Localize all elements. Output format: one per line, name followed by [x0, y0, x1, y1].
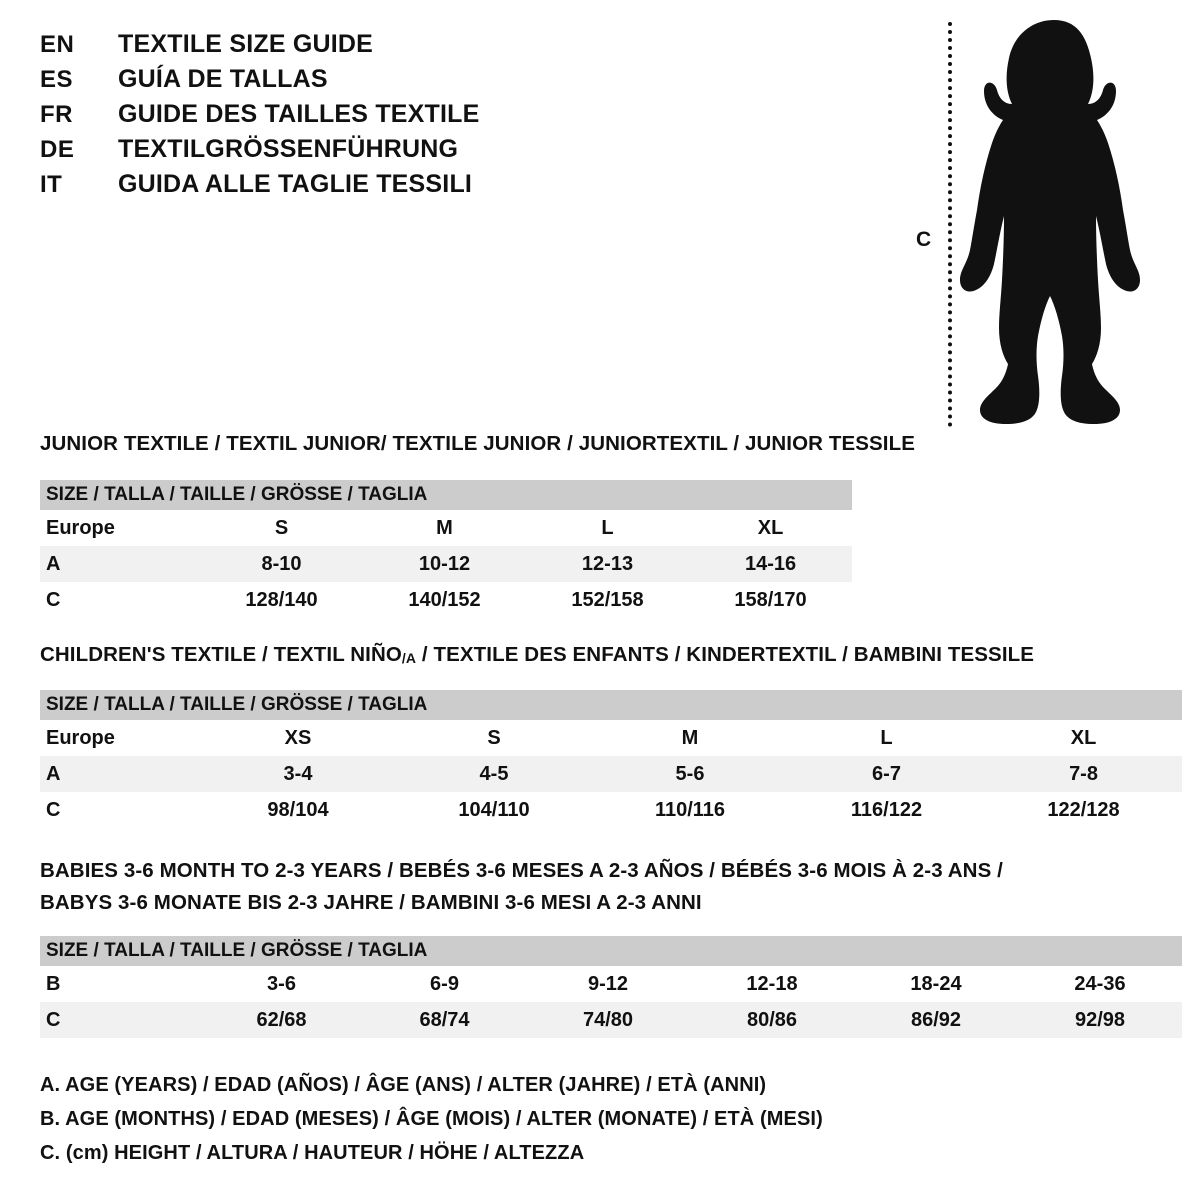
section-title-junior: JUNIOR TEXTILE / TEXTIL JUNIOR/ TEXTILE …	[40, 432, 915, 455]
children-row-a-value-0: 3-4	[200, 756, 396, 792]
children-table-band-label: SIZE / TALLA / TAILLE / GRÖSSE / TAGLIA	[40, 690, 1183, 720]
table-row: B 3-6 6-9 9-12 12-18 18-24 24-36	[40, 966, 1182, 1002]
junior-row-c-value-1: 140/152	[363, 582, 526, 618]
table-row: A 8-10 10-12 12-13 14-16	[40, 546, 853, 582]
junior-row-europe-label: Europe	[40, 510, 200, 546]
children-row-c-value-2: 110/116	[592, 792, 788, 828]
language-text-fr: GUIDE DES TAILLES TEXTILE	[118, 100, 480, 128]
babies-table-band-row: SIZE / TALLA / TAILLE / GRÖSSE / TAGLIA	[40, 936, 1182, 966]
babies-size-table: SIZE / TALLA / TAILLE / GRÖSSE / TAGLIA …	[40, 936, 1182, 1038]
language-code-it: IT	[40, 171, 63, 198]
children-row-europe-value-0: XS	[200, 720, 396, 756]
language-text-it: GUIDA ALLE TAGLIE TESSILI	[118, 170, 473, 198]
junior-table-band-row: SIZE / TALLA / TAILLE / GRÖSSE / TAGLIA	[40, 480, 853, 510]
children-row-europe-value-4: XL	[985, 720, 1183, 756]
language-row-es: ES GUÍA DE TALLAS	[40, 65, 660, 100]
legend-block: A. AGE (YEARS) / EDAD (AÑOS) / ÂGE (ANS)…	[40, 1068, 940, 1170]
language-row-en: EN TEXTILE SIZE GUIDE	[40, 30, 660, 65]
children-row-a-label: A	[40, 756, 200, 792]
table-row: A 3-4 4-5 5-6 6-7 7-8	[40, 756, 1183, 792]
table-row: Europe S M L XL	[40, 510, 853, 546]
babies-row-b-value-2: 9-12	[526, 966, 690, 1002]
junior-row-c-value-2: 152/158	[526, 582, 689, 618]
junior-row-europe-value-0: S	[200, 510, 363, 546]
language-code-de: DE	[40, 136, 75, 163]
children-row-a-value-4: 7-8	[985, 756, 1183, 792]
babies-row-c-value-2: 74/80	[526, 1002, 690, 1038]
junior-row-europe-value-1: M	[363, 510, 526, 546]
language-header: EN TEXTILE SIZE GUIDE ES GUÍA DE TALLAS …	[40, 30, 660, 205]
babies-table-band-label: SIZE / TALLA / TAILLE / GRÖSSE / TAGLIA	[40, 936, 1182, 966]
table-row: C 62/68 68/74 74/80 80/86 86/92 92/98	[40, 1002, 1182, 1038]
language-code-fr: FR	[40, 101, 73, 128]
section-title-children: CHILDREN'S TEXTILE / TEXTIL NIÑO/A / TEX…	[40, 643, 1034, 667]
table-row: Europe XS S M L XL	[40, 720, 1183, 756]
section-title-babies-line2: BABYS 3-6 MONATE BIS 2-3 JAHRE / BAMBINI…	[40, 891, 702, 914]
section-title-children-sub: /A	[401, 650, 417, 666]
children-row-c-label: C	[40, 792, 200, 828]
language-text-de: TEXTILGRÖSSENFÜHRUNG	[118, 135, 459, 163]
section-title-children-before: CHILDREN'S TEXTILE / TEXTIL NIÑO	[40, 643, 402, 666]
language-text-es: GUÍA DE TALLAS	[118, 65, 328, 93]
junior-size-table: SIZE / TALLA / TAILLE / GRÖSSE / TAGLIA …	[40, 480, 853, 618]
babies-row-c-value-0: 62/68	[200, 1002, 363, 1038]
toddler-silhouette-icon	[960, 20, 1140, 424]
babies-row-c-value-5: 92/98	[1018, 1002, 1182, 1038]
children-row-europe-value-3: L	[788, 720, 985, 756]
children-row-europe-label: Europe	[40, 720, 200, 756]
children-row-c-value-1: 104/110	[396, 792, 592, 828]
junior-row-a-value-2: 12-13	[526, 546, 689, 582]
babies-row-b-value-1: 6-9	[363, 966, 526, 1002]
babies-row-c-value-4: 86/92	[854, 1002, 1018, 1038]
children-row-c-value-0: 98/104	[200, 792, 396, 828]
junior-row-europe-value-3: XL	[689, 510, 853, 546]
babies-row-c-value-1: 68/74	[363, 1002, 526, 1038]
children-row-a-value-3: 6-7	[788, 756, 985, 792]
junior-row-a-value-1: 10-12	[363, 546, 526, 582]
babies-row-b-value-3: 12-18	[690, 966, 854, 1002]
children-row-a-value-2: 5-6	[592, 756, 788, 792]
language-text-en: TEXTILE SIZE GUIDE	[118, 30, 374, 58]
height-dotted-line	[948, 22, 952, 427]
language-row-de: DE TEXTILGRÖSSENFÜHRUNG	[40, 135, 660, 170]
junior-row-c-value-3: 158/170	[689, 582, 853, 618]
junior-row-a-value-0: 8-10	[200, 546, 363, 582]
babies-row-c-value-3: 80/86	[690, 1002, 854, 1038]
measure-label-c: C	[916, 228, 932, 251]
babies-row-b-value-0: 3-6	[200, 966, 363, 1002]
language-code-en: EN	[40, 31, 75, 58]
babies-row-c-label: C	[40, 1002, 200, 1038]
section-title-children-after: / TEXTILE DES ENFANTS / KINDERTEXTIL / B…	[416, 643, 1035, 666]
legend-line-b: B. AGE (MONTHS) / EDAD (MESES) / ÂGE (MO…	[40, 1108, 823, 1130]
junior-row-c-label: C	[40, 582, 200, 618]
children-row-c-value-4: 122/128	[985, 792, 1183, 828]
language-row-it: IT GUIDA ALLE TAGLIE TESSILI	[40, 170, 660, 205]
children-row-c-value-3: 116/122	[788, 792, 985, 828]
language-row-fr: FR GUIDE DES TAILLES TEXTILE	[40, 100, 660, 135]
junior-table-band-label: SIZE / TALLA / TAILLE / GRÖSSE / TAGLIA	[40, 480, 853, 510]
babies-row-b-value-4: 18-24	[854, 966, 1018, 1002]
legend-line-c: C. (cm) HEIGHT / ALTURA / HAUTEUR / HÖHE…	[40, 1142, 585, 1164]
junior-row-a-label: A	[40, 546, 200, 582]
junior-row-europe-value-2: L	[526, 510, 689, 546]
babies-row-b-label: B	[40, 966, 200, 1002]
children-size-table: SIZE / TALLA / TAILLE / GRÖSSE / TAGLIA …	[40, 690, 1183, 828]
section-title-babies-line1: BABIES 3-6 MONTH TO 2-3 YEARS / BEBÉS 3-…	[40, 859, 1003, 882]
height-measure-figure: C	[900, 10, 1160, 440]
language-code-es: ES	[40, 66, 74, 93]
table-row: C 128/140 140/152 152/158 158/170	[40, 582, 853, 618]
legend-line-a: A. AGE (YEARS) / EDAD (AÑOS) / ÂGE (ANS)…	[40, 1074, 767, 1096]
table-row: C 98/104 104/110 110/116 116/122 122/128	[40, 792, 1183, 828]
junior-row-a-value-3: 14-16	[689, 546, 853, 582]
babies-row-b-value-5: 24-36	[1018, 966, 1182, 1002]
junior-row-c-value-0: 128/140	[200, 582, 363, 618]
children-row-europe-value-1: S	[396, 720, 592, 756]
children-row-a-value-1: 4-5	[396, 756, 592, 792]
children-table-band-row: SIZE / TALLA / TAILLE / GRÖSSE / TAGLIA	[40, 690, 1183, 720]
section-title-babies: BABIES 3-6 MONTH TO 2-3 YEARS / BEBÉS 3-…	[40, 855, 1040, 919]
children-row-europe-value-2: M	[592, 720, 788, 756]
